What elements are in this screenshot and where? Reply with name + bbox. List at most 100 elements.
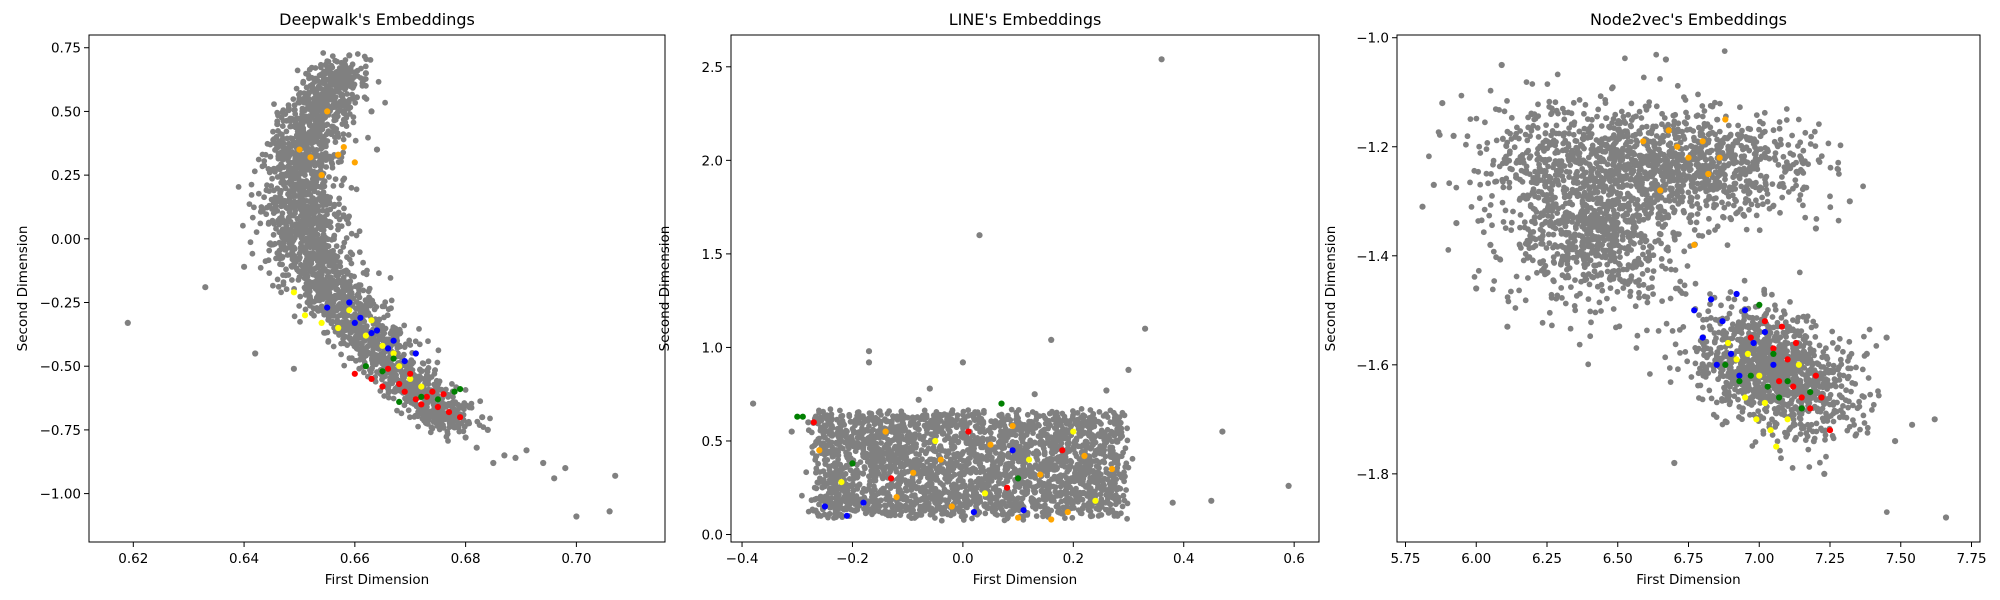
scatter-point	[323, 62, 330, 69]
scatter-point	[333, 272, 339, 279]
scatter-point	[307, 82, 314, 90]
scatter-point	[405, 407, 412, 414]
scatter-point	[874, 430, 881, 437]
scatter-point	[310, 271, 316, 278]
scatter-point	[888, 428, 895, 435]
scatter-point	[345, 334, 351, 340]
scatter-point	[390, 355, 397, 362]
scatter-point	[314, 220, 321, 227]
scatter-point	[954, 486, 960, 493]
scatter-point	[1070, 412, 1076, 419]
scatter-point	[1022, 444, 1029, 450]
scatter-point	[342, 319, 349, 326]
scatter-point	[958, 430, 965, 437]
scatter-point	[446, 419, 453, 426]
scatter-point	[412, 396, 419, 403]
scatter-point	[329, 53, 336, 59]
scatter-point	[298, 115, 305, 122]
scatter-point	[351, 313, 358, 320]
scatter-point	[416, 341, 423, 348]
scatter-point	[418, 383, 425, 390]
scatter-point	[875, 420, 882, 426]
scatter-point	[883, 496, 889, 503]
scatter-point	[945, 489, 952, 496]
scatter-point	[338, 351, 344, 358]
scatter-point	[349, 81, 355, 88]
scatter-point	[967, 450, 974, 456]
y-tick-label: −1.00	[40, 487, 81, 503]
scatter-point	[501, 452, 508, 459]
plot-area	[89, 35, 665, 542]
scatter-point	[331, 71, 337, 78]
scatter-point	[1096, 419, 1103, 426]
scatter-point	[249, 214, 256, 221]
scatter-point	[891, 463, 898, 469]
scatter-point	[307, 154, 314, 161]
scatter-point	[434, 423, 440, 429]
scatter-point	[296, 250, 303, 257]
scatter-point	[424, 410, 430, 417]
scatter-point	[318, 172, 325, 179]
scatter-point	[296, 95, 303, 102]
scatter-point	[1036, 481, 1043, 488]
scatter-point	[1089, 513, 1096, 519]
scatter-point	[349, 251, 356, 258]
scatter-point	[345, 132, 352, 138]
scatter-point	[830, 453, 837, 460]
scatter-point	[310, 95, 317, 102]
scatter-point	[369, 297, 376, 304]
scatter-point	[952, 418, 959, 425]
scatter-point	[982, 510, 989, 517]
scatter-point	[324, 207, 331, 214]
scatter-point	[326, 313, 333, 320]
scatter-point	[1012, 432, 1019, 439]
scatter-point	[1038, 488, 1045, 495]
scatter-point	[319, 144, 326, 151]
scatter-point	[320, 227, 326, 233]
scatter-point	[977, 469, 983, 476]
scatter-point	[1073, 437, 1080, 444]
scatter-point	[434, 359, 441, 366]
scatter-point	[335, 222, 341, 229]
scatter-point	[412, 385, 418, 392]
scatter-point	[285, 272, 292, 278]
scatter-point	[361, 77, 367, 83]
scatter-point	[473, 444, 480, 451]
scatter-point	[944, 450, 951, 457]
scatter-point	[336, 301, 343, 307]
scatter-point	[375, 78, 382, 85]
scatter-point	[1110, 429, 1116, 436]
scatter-point	[388, 305, 394, 312]
scatter-point	[412, 350, 419, 357]
scatter-point	[397, 330, 403, 337]
y-tick-label: −0.50	[40, 359, 81, 375]
scatter-point	[339, 84, 345, 91]
scatter-point	[387, 275, 394, 281]
scatter-point	[290, 193, 297, 200]
scatter-point	[999, 511, 1006, 518]
scatter-point	[296, 256, 302, 263]
scatter-point	[1098, 512, 1105, 518]
scatter-point	[296, 303, 303, 309]
scatter-point	[326, 194, 333, 201]
scatter-point	[1108, 481, 1114, 487]
scatter-point	[353, 345, 360, 352]
scatter-point	[370, 354, 377, 361]
scatter-point	[293, 85, 300, 92]
scatter-point	[994, 466, 1001, 473]
scatter-point	[1053, 503, 1060, 510]
scatter-point	[290, 96, 297, 102]
scatter-point	[1090, 468, 1097, 474]
scatter-point	[479, 414, 486, 421]
scatter-point	[379, 336, 385, 342]
scatter-point	[335, 324, 342, 332]
scatter-point	[863, 426, 870, 433]
scatter-point	[323, 155, 330, 161]
scatter-point	[341, 239, 348, 246]
scatter-point	[1124, 437, 1131, 444]
scatter-point	[457, 386, 464, 393]
scatter-point	[551, 475, 558, 482]
scatter-point	[353, 299, 360, 305]
scatter-point	[390, 395, 397, 402]
scatter-point	[859, 489, 866, 496]
